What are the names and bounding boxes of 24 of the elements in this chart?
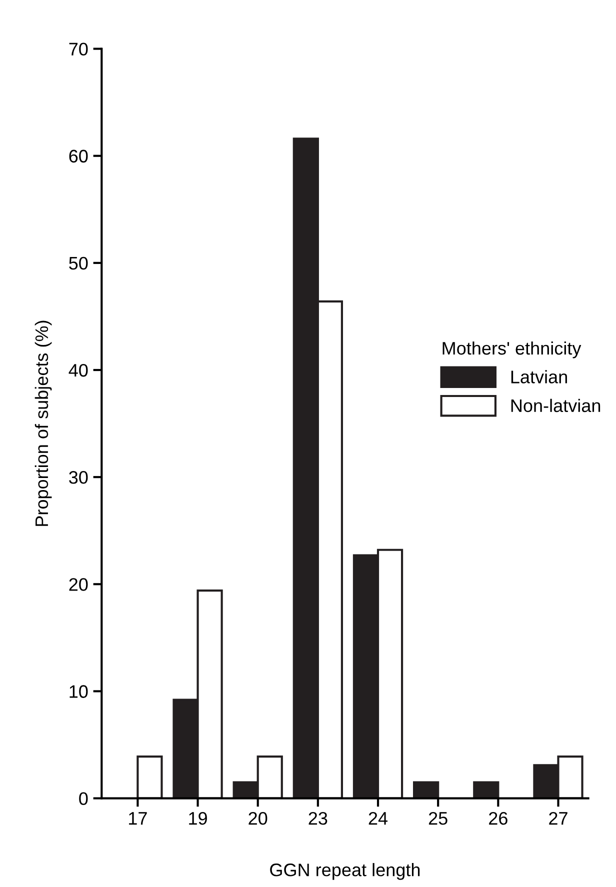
y-tick-label: 40 <box>68 364 88 377</box>
y-tick-label: 20 <box>69 578 88 591</box>
x-tick-label: 27 <box>549 812 568 825</box>
y-tick-label: 10 <box>70 685 88 698</box>
y-axis-title: Proportion of subjects (%) <box>34 320 52 526</box>
x-tick-label: 24 <box>368 812 388 825</box>
legend-label: Non-latvian <box>511 398 600 412</box>
y-tick-label: 0 <box>79 792 88 806</box>
y-tick-label: 60 <box>69 150 88 163</box>
bar <box>413 781 440 798</box>
bar <box>473 781 500 798</box>
x-axis-title: GGN repeat length <box>270 863 420 880</box>
bar <box>136 755 163 798</box>
x-tick-label: 26 <box>489 812 508 825</box>
x-tick-label: 19 <box>189 812 207 825</box>
x-tick-label: 25 <box>428 812 448 825</box>
y-tick-label: 30 <box>69 471 88 484</box>
y-tick-label: 70 <box>69 42 88 56</box>
legend-label: Latvian <box>511 370 567 384</box>
x-tick-label: 20 <box>248 812 268 825</box>
x-tick-label: 23 <box>308 812 328 825</box>
legend-title: Mothers' ethnicity <box>442 341 582 358</box>
x-tick-label: 17 <box>129 812 147 825</box>
y-tick-label: 50 <box>69 256 88 270</box>
